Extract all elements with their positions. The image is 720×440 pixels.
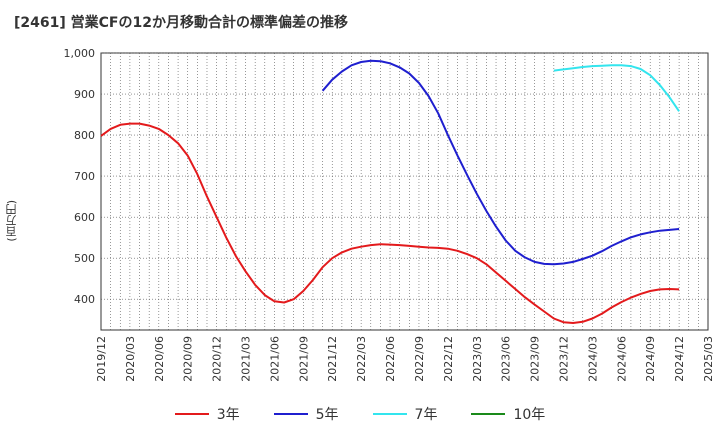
legend-swatch (372, 413, 407, 415)
x-tick-label: 2023/06 (500, 336, 513, 382)
x-tick-label: 2021/09 (297, 336, 310, 382)
legend-swatch (471, 413, 506, 415)
x-tick-label: 2020/09 (182, 336, 195, 382)
series-line-5年 (321, 59, 680, 266)
y-tick-label: 900 (74, 88, 95, 101)
legend-label: 7年 (414, 407, 438, 423)
chart-title: [2461] 営業CFの12か月移動合計の標準偏差の推移 (14, 15, 348, 31)
x-tick-label: 2024/12 (673, 336, 686, 382)
x-tick-label: 2020/12 (211, 336, 224, 382)
x-tick-label: 2023/03 (471, 336, 484, 382)
x-tick-label: 2024/03 (586, 336, 599, 382)
x-tick-label: 2025/03 (702, 336, 715, 382)
series-line-7年 (553, 64, 680, 112)
x-tick-label: 2020/06 (153, 336, 166, 382)
x-tick-label: 2021/06 (268, 336, 281, 382)
x-tick-label: 2024/06 (615, 336, 628, 382)
y-tick-label: 700 (74, 170, 95, 183)
x-tick-label: 2022/03 (355, 336, 368, 382)
plot-area (100, 52, 709, 331)
y-tick-label: 400 (74, 293, 95, 306)
x-tick-label: 2023/09 (529, 336, 542, 382)
x-tick-label: 2022/12 (442, 336, 455, 382)
series-line-3年 (100, 122, 680, 324)
legend-swatch (273, 413, 308, 415)
chart-legend: 3年 5年 7年 10年 (0, 404, 720, 424)
legend-label: 3年 (216, 407, 240, 423)
x-tick-label: 2022/09 (413, 336, 426, 382)
legend-item: 5年 (273, 404, 339, 424)
y-tick-label: 1,000 (64, 47, 96, 60)
legend-item: 10年 (471, 404, 545, 424)
legend-item: 3年 (174, 404, 240, 424)
y-tick-label: 500 (74, 252, 95, 265)
x-tick-label: 2024/09 (644, 336, 657, 382)
y-tick-label: 600 (74, 211, 95, 224)
y-tick-label: 800 (74, 129, 95, 142)
x-tick-label: 2021/03 (240, 336, 253, 382)
x-tick-label: 2021/12 (326, 336, 339, 382)
legend-item: 7年 (372, 404, 438, 424)
x-tick-label: 2022/06 (384, 336, 397, 382)
legend-swatch (174, 413, 209, 415)
x-tick-label: 2020/03 (124, 336, 137, 382)
x-tick-label: 2019/12 (95, 336, 108, 382)
legend-label: 10年 (513, 407, 546, 423)
x-tick-label: 2023/12 (557, 336, 570, 382)
legend-label: 5年 (315, 407, 339, 423)
